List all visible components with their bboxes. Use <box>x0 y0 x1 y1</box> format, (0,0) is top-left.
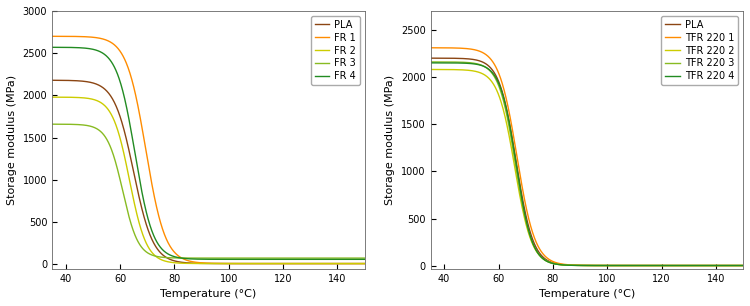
TFR 220 4 <box>553 263 562 266</box>
Line: TFR 220 1: TFR 220 1 <box>430 48 743 266</box>
FR 4 <box>174 256 183 259</box>
TFR 220 3 <box>670 264 679 267</box>
TFR 220 3 <box>564 263 573 267</box>
TFR 220 1 <box>670 264 679 267</box>
PLA <box>360 262 369 265</box>
FR 1 <box>174 254 183 258</box>
Legend: PLA, FR 1, FR 2, FR 3, FR 4: PLA, FR 1, FR 2, FR 3, FR 4 <box>310 16 360 85</box>
PLA <box>262 262 272 265</box>
TFR 220 2 <box>426 68 435 71</box>
TFR 220 1 <box>564 263 573 267</box>
Legend: PLA, TFR 220 1, TFR 220 2, TFR 220 3, TFR 220 4: PLA, TFR 220 1, TFR 220 2, TFR 220 3, TF… <box>662 16 738 85</box>
PLA <box>675 264 684 267</box>
TFR 220 1 <box>739 264 748 267</box>
Line: FR 1: FR 1 <box>52 36 364 263</box>
X-axis label: Temperature (°C): Temperature (°C) <box>538 289 635 299</box>
TFR 220 3 <box>458 60 467 64</box>
PLA <box>291 262 300 265</box>
PLA <box>80 80 88 83</box>
Y-axis label: Storage modulus (MPa): Storage modulus (MPa) <box>386 75 395 205</box>
Line: TFR 220 4: TFR 220 4 <box>430 63 743 266</box>
PLA <box>174 260 183 264</box>
TFR 220 2 <box>739 264 748 267</box>
TFR 220 4 <box>739 264 748 267</box>
FR 4 <box>297 258 306 261</box>
TFR 220 4 <box>426 61 435 65</box>
TFR 220 2 <box>640 264 650 267</box>
TFR 220 3 <box>553 262 562 266</box>
TFR 220 3 <box>640 264 650 267</box>
FR 4 <box>291 258 300 261</box>
PLA <box>47 78 56 82</box>
TFR 220 4 <box>675 264 684 267</box>
FR 1 <box>185 259 194 263</box>
FR 3 <box>47 122 56 126</box>
TFR 220 2 <box>675 264 684 267</box>
FR 4 <box>185 257 194 261</box>
PLA <box>640 264 650 267</box>
TFR 220 2 <box>564 263 573 267</box>
TFR 220 1 <box>426 46 435 50</box>
TFR 220 4 <box>640 264 650 267</box>
PLA <box>426 56 435 60</box>
FR 4 <box>360 258 369 261</box>
FR 3 <box>291 256 300 260</box>
FR 4 <box>47 46 56 49</box>
PLA <box>297 262 306 265</box>
FR 2 <box>297 262 306 265</box>
Line: FR 4: FR 4 <box>52 47 364 259</box>
FR 3 <box>80 123 88 127</box>
TFR 220 1 <box>553 261 562 265</box>
FR 3 <box>297 256 306 260</box>
FR 3 <box>174 256 183 260</box>
FR 1 <box>262 262 272 265</box>
X-axis label: Temperature (°C): Temperature (°C) <box>160 289 256 299</box>
FR 1 <box>47 35 56 38</box>
Line: TFR 220 3: TFR 220 3 <box>430 62 743 266</box>
FR 4 <box>80 46 88 50</box>
Line: PLA: PLA <box>430 58 743 266</box>
FR 3 <box>185 256 194 260</box>
TFR 220 3 <box>675 264 684 267</box>
TFR 220 2 <box>553 262 562 266</box>
FR 1 <box>291 262 300 265</box>
TFR 220 2 <box>670 264 679 267</box>
TFR 220 4 <box>564 263 573 267</box>
TFR 220 1 <box>675 264 684 267</box>
TFR 220 1 <box>458 47 467 50</box>
Line: FR 3: FR 3 <box>52 124 364 258</box>
FR 2 <box>291 262 300 265</box>
FR 1 <box>297 262 306 265</box>
FR 2 <box>174 261 183 265</box>
FR 4 <box>262 258 272 261</box>
TFR 220 3 <box>426 60 435 64</box>
Line: FR 2: FR 2 <box>52 97 364 263</box>
TFR 220 4 <box>458 61 467 65</box>
PLA <box>553 262 562 266</box>
Line: PLA: PLA <box>52 80 364 263</box>
FR 1 <box>80 35 88 39</box>
TFR 220 1 <box>640 264 650 267</box>
FR 2 <box>80 96 88 100</box>
FR 2 <box>360 262 369 265</box>
FR 3 <box>262 256 272 260</box>
PLA <box>670 264 679 267</box>
Line: TFR 220 2: TFR 220 2 <box>430 69 743 266</box>
Y-axis label: Storage modulus (MPa): Storage modulus (MPa) <box>7 75 17 205</box>
PLA <box>458 57 467 60</box>
FR 1 <box>360 262 369 265</box>
FR 3 <box>360 256 369 260</box>
FR 2 <box>47 95 56 99</box>
FR 2 <box>185 262 194 265</box>
PLA <box>185 261 194 265</box>
PLA <box>739 264 748 267</box>
PLA <box>564 263 573 267</box>
TFR 220 4 <box>670 264 679 267</box>
TFR 220 3 <box>739 264 748 267</box>
TFR 220 2 <box>458 68 467 72</box>
FR 2 <box>262 262 272 265</box>
